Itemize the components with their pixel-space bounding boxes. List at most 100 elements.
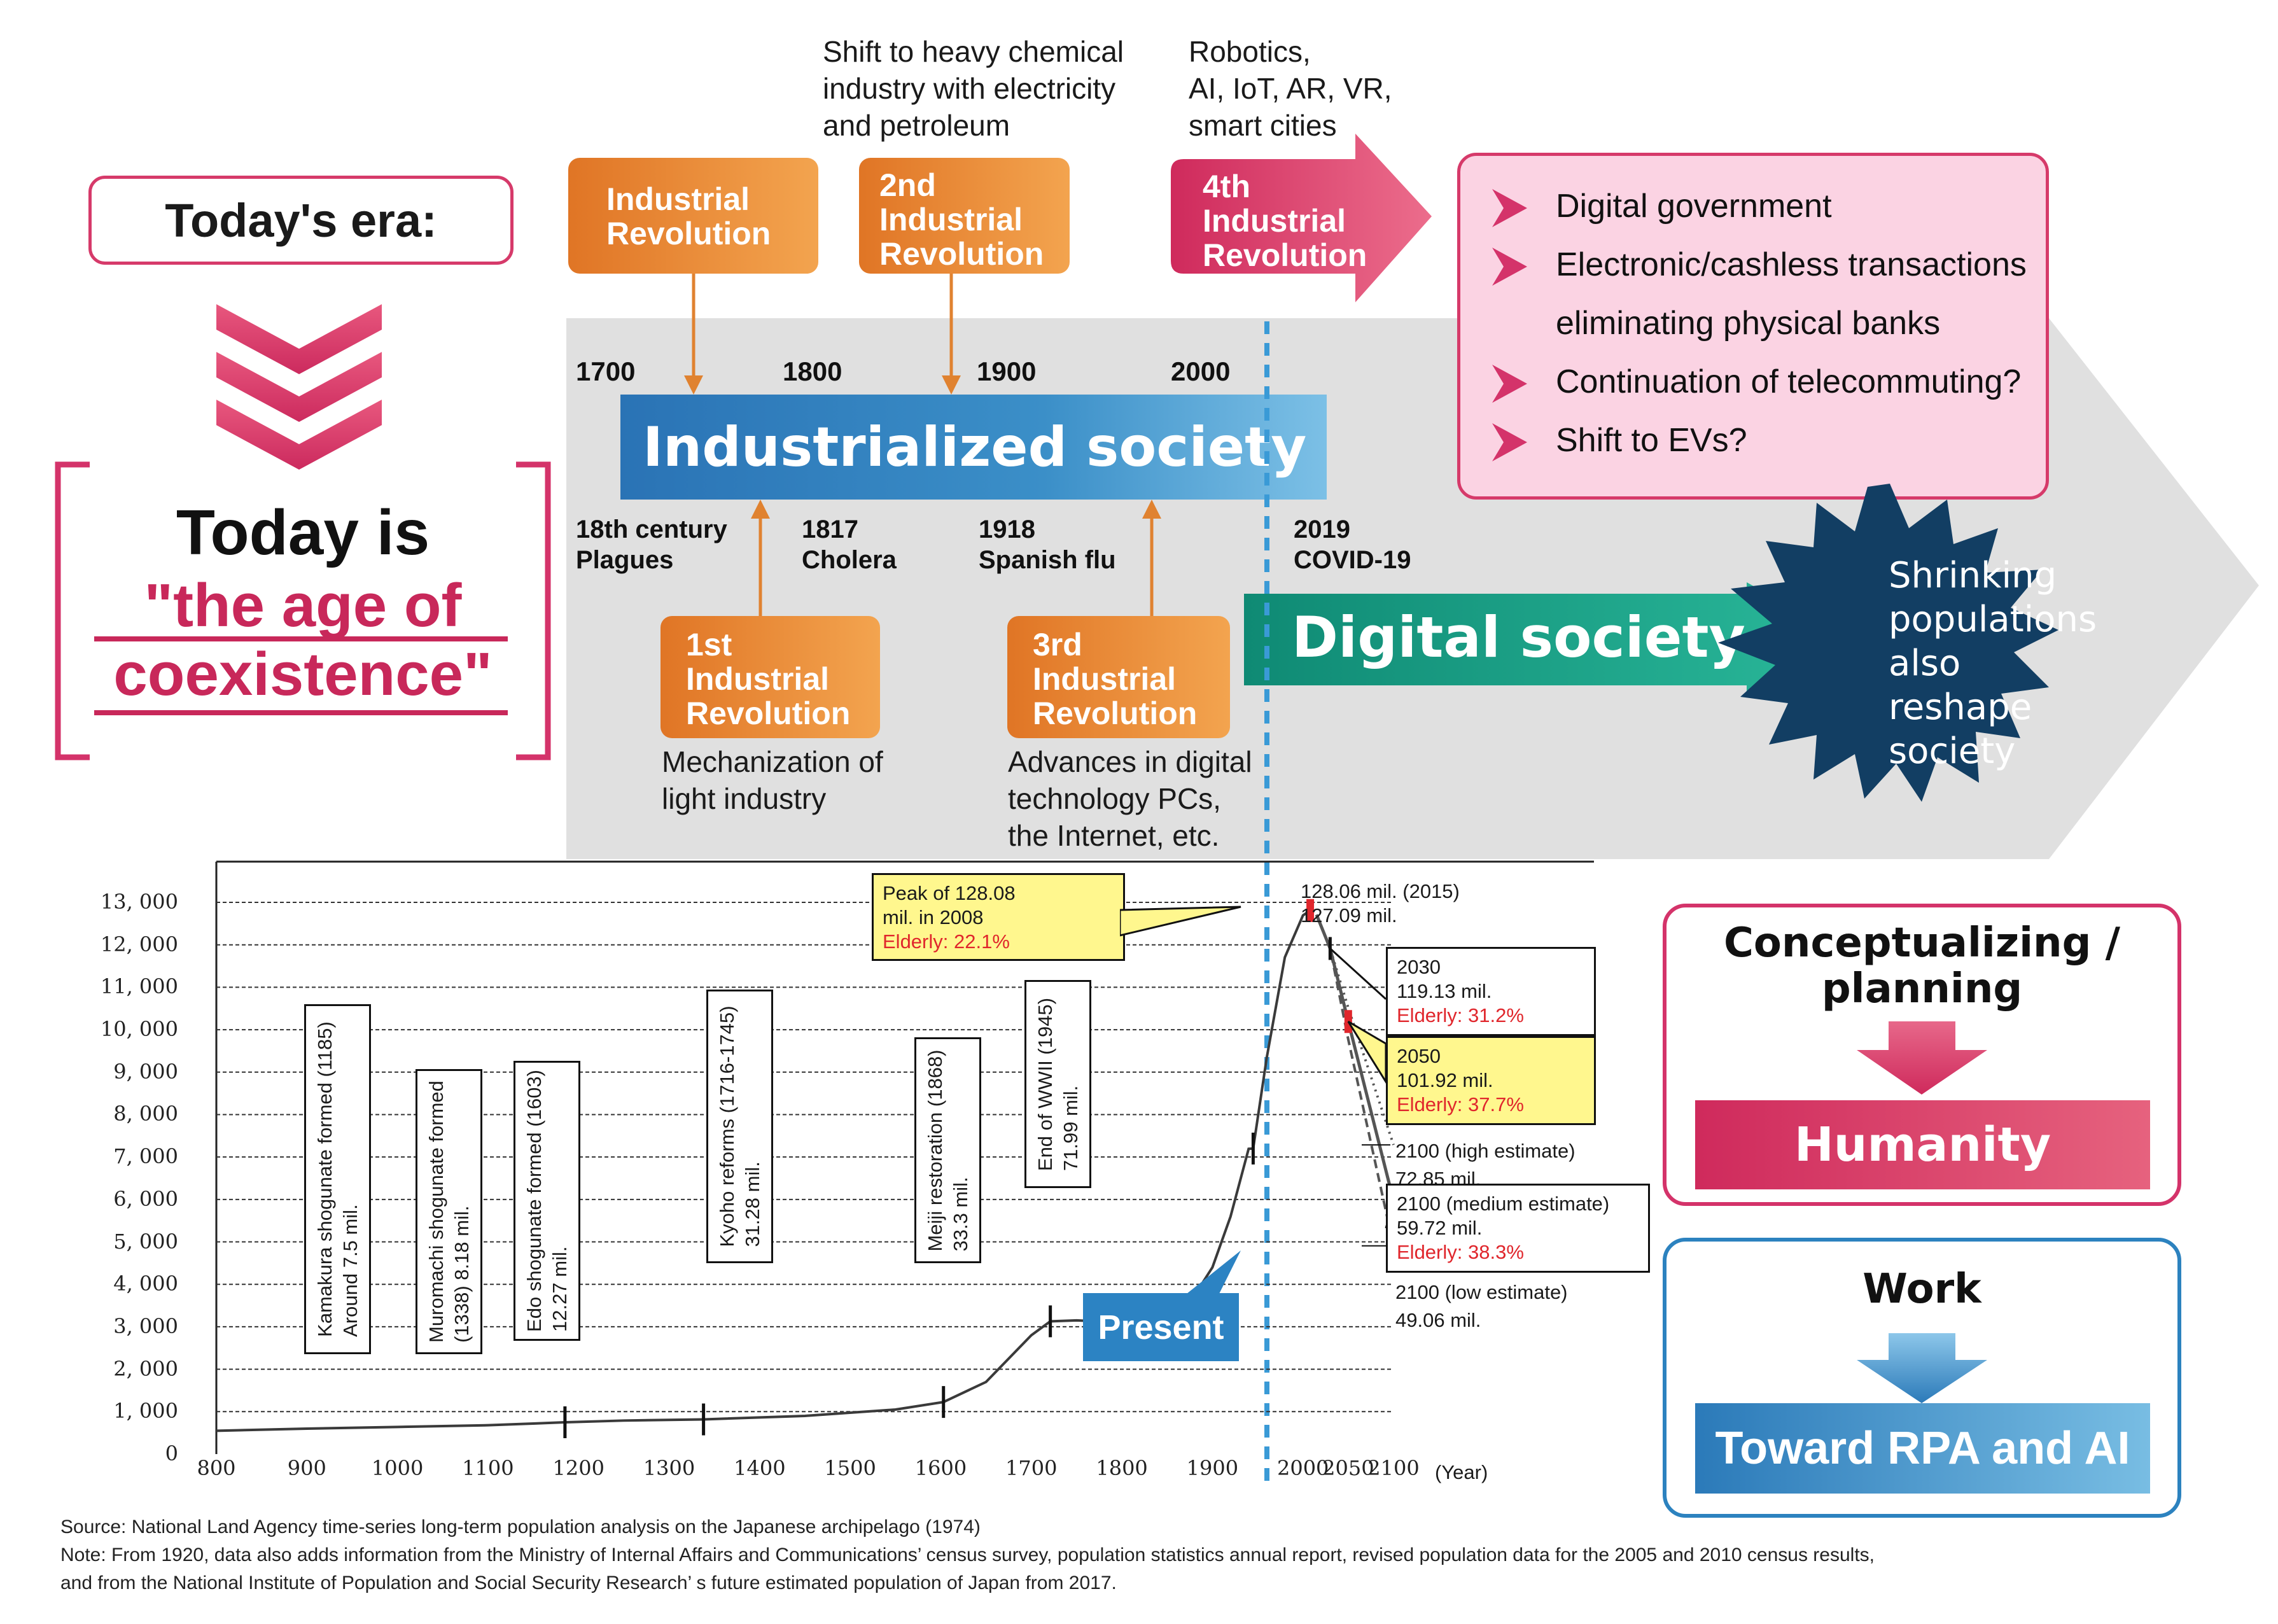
event-label-line: (1338) 8.18 mil. bbox=[450, 1205, 473, 1343]
y-tick-label: 6, 000 bbox=[113, 1186, 178, 1211]
revolution-label: Revolution bbox=[879, 236, 1044, 272]
x-tick-label: 2000 bbox=[1276, 1456, 1329, 1480]
x-tick-label: 1100 bbox=[462, 1456, 514, 1480]
digital-society-examples-box bbox=[1457, 153, 2049, 500]
event-label: Meiji restoration (1868) 33.3 mil. bbox=[914, 1037, 981, 1263]
event-label-line: Meiji restoration (1868) bbox=[923, 1049, 946, 1252]
quote-bracket bbox=[55, 461, 551, 760]
concept-title: Conceptualizing / planning bbox=[1663, 920, 2181, 1012]
y-tick-label: 2, 000 bbox=[113, 1356, 178, 1381]
callout-2050: 2050 101.92 mil. Elderly: 37.7% bbox=[1386, 1036, 1596, 1125]
note-line: Robotics, bbox=[1189, 35, 1311, 68]
arrow-right-icon bbox=[1492, 423, 1527, 461]
x-tick-label: 2100 bbox=[1367, 1456, 1420, 1480]
star-line: Shrinking bbox=[1889, 555, 2057, 596]
digital-society-arrow bbox=[1244, 582, 1848, 697]
revolution-label: Revolution bbox=[606, 216, 771, 251]
population-chart-plot bbox=[215, 860, 1594, 1454]
callout-2030: 2030 119.13 mil. Elderly: 31.2% bbox=[1386, 947, 1596, 1036]
x-tick-label: 2050 bbox=[1322, 1456, 1374, 1480]
event-label-line: 71.99 mil. bbox=[1059, 1085, 1082, 1171]
callout-elderly: Elderly: 31.2% bbox=[1397, 1004, 1524, 1026]
underline bbox=[94, 710, 508, 715]
leader-line bbox=[1329, 948, 1387, 1000]
callout-pointer bbox=[1120, 906, 1241, 937]
event-label-line: 12.27 mil. bbox=[548, 1246, 571, 1332]
note-line: industry with electricity bbox=[823, 72, 1116, 105]
event-label-line: Muromachi shogunate formed bbox=[424, 1081, 447, 1343]
industrial-revolution-box: Industrial Revolution bbox=[568, 158, 818, 274]
note-line: Advances in digital bbox=[1008, 745, 1252, 778]
event-label: Kamakura shogunate formed (1185) Around 7… bbox=[304, 1004, 371, 1354]
year-label: 1800 bbox=[783, 356, 842, 386]
revolution-label: Revolution bbox=[686, 696, 851, 731]
second-revolution-note: Shift to heavy chemical industry with el… bbox=[823, 33, 1124, 144]
star-line: society bbox=[1889, 731, 2016, 772]
callout-elderly: Elderly: 38.3% bbox=[1397, 1241, 1524, 1263]
y-tick-label: 11, 000 bbox=[100, 974, 178, 999]
revolution-label: 1st bbox=[686, 627, 732, 662]
event-label: Edo shogunate formed (1603) 12.27 mil. bbox=[514, 1061, 580, 1341]
callout-line: 2100 (medium estimate) bbox=[1397, 1193, 1610, 1215]
event-label-line: End of WWII (1945) bbox=[1033, 997, 1056, 1171]
note-line: Shift to heavy chemical bbox=[823, 35, 1124, 68]
event-label-line: 33.3 mil. bbox=[949, 1176, 972, 1252]
source-text: Source: National Land Agency time-series… bbox=[60, 1516, 981, 1537]
note-text: Note: From 1920, data also adds informat… bbox=[60, 1544, 1875, 1565]
work-title: Work bbox=[1862, 1266, 1981, 1313]
rpa-ai-banner: Toward RPA and AI bbox=[1695, 1403, 2150, 1494]
digital-item: eliminating physical banks bbox=[1556, 305, 1941, 342]
revolution-label: Revolution bbox=[1033, 696, 1198, 731]
epidemic-event: 1918 Spanish flu bbox=[979, 514, 1116, 575]
revolution-label: Industrial bbox=[606, 181, 750, 217]
event-name: Cholera bbox=[802, 546, 897, 574]
callout-elderly: Elderly: 22.1% bbox=[883, 930, 1010, 953]
epidemic-event: 18th century Plagues bbox=[576, 514, 727, 575]
note-line: Mechanization of bbox=[662, 745, 883, 778]
digital-society-label: Digital society bbox=[1292, 605, 1745, 670]
y-tick-label: 3, 000 bbox=[113, 1313, 178, 1338]
event-label-line: Kyoho reforms (1716-1745) bbox=[715, 1005, 738, 1247]
event-name: Plagues bbox=[576, 546, 674, 574]
x-axis-label: (Year) bbox=[1435, 1461, 1488, 1483]
revolution-label: 3rd bbox=[1033, 627, 1082, 662]
shrinking-populations-text: Shrinking populations also reshape socie… bbox=[1889, 554, 2097, 773]
digital-item: Electronic/cashless transactions bbox=[1556, 246, 2027, 283]
arrow-down-icon bbox=[1857, 1021, 1987, 1095]
callout-line: 127.09 mil. bbox=[1301, 904, 1397, 927]
callout-line: 2030 bbox=[1397, 956, 1441, 978]
arrow-right-icon bbox=[1492, 248, 1527, 286]
population-chart: 13, 000 12, 000 11, 000 10, 000 9, 000 8, 000… bbox=[0, 853, 1661, 1502]
callout-line: 49.06 mil. bbox=[1395, 1309, 1481, 1331]
y-tick-label: 4, 000 bbox=[113, 1271, 178, 1296]
event-year: 1918 bbox=[979, 515, 1035, 543]
x-tick-label: 1200 bbox=[552, 1456, 604, 1480]
todays-era-label: Today's era: bbox=[88, 176, 514, 265]
footer-notes: Source: National Land Agency time-series… bbox=[60, 1513, 2249, 1597]
y-tick-label: 0 bbox=[165, 1441, 178, 1466]
y-tick-label: 9, 000 bbox=[113, 1059, 178, 1084]
peak-callout: Peak of 128.08 mil. in 2008 Elderly: 22.… bbox=[872, 873, 1125, 961]
fourth-revolution-note: Robotics, AI, IoT, AR, VR, smart cities bbox=[1189, 33, 1392, 144]
present-label: Present bbox=[1083, 1293, 1239, 1361]
industrialized-society-bar: Industrialized society bbox=[620, 395, 1327, 500]
first-revolution-box: 1st Industrial Revolution bbox=[660, 616, 880, 738]
y-tick-label: 8, 000 bbox=[113, 1102, 178, 1126]
third-revolution-box: 3rd Industrial Revolution bbox=[1007, 616, 1230, 738]
x-tick-label: 1700 bbox=[1005, 1456, 1058, 1480]
present-pointer bbox=[1177, 1250, 1241, 1301]
age-of-coexistence-line1: "the age of bbox=[144, 571, 462, 640]
conceptualizing-box bbox=[1663, 904, 2181, 1206]
note-line: light industry bbox=[662, 782, 827, 815]
age-of-coexistence-line2: coexistence" bbox=[113, 640, 493, 708]
note-line: smart cities bbox=[1189, 109, 1337, 142]
event-year: 18th century bbox=[576, 515, 727, 543]
event-label: End of WWII (1945) 71.99 mil. bbox=[1024, 980, 1091, 1188]
digital-item: Digital government bbox=[1556, 188, 1832, 225]
leader-line bbox=[1347, 1020, 1387, 1086]
work-box bbox=[1663, 1238, 2181, 1518]
epidemic-event: 1817 Cholera bbox=[802, 514, 897, 575]
medium-estimate-callout: 2100 (medium estimate) 59.72 mil. Elderl… bbox=[1386, 1184, 1650, 1273]
revolution-label: Industrial bbox=[879, 202, 1023, 237]
fourth-revolution-box: 4th Industrial Revolution bbox=[1171, 159, 1367, 274]
